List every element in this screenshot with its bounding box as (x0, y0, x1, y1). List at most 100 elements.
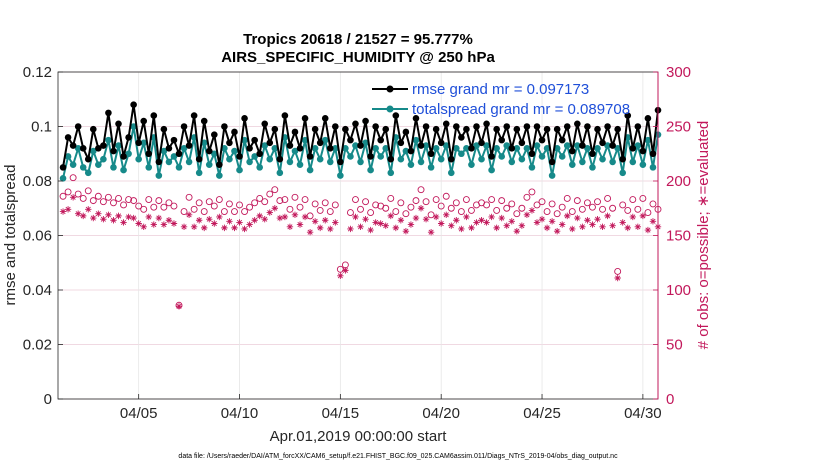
totalspread-point (473, 142, 480, 149)
rmse-point (619, 155, 627, 163)
rmse-point (115, 120, 122, 128)
rmse-point (548, 158, 556, 166)
obs-possible-point (589, 203, 596, 211)
y-axis-right-label: # of obs: o=possible; ∗=evaluated (695, 121, 712, 350)
obs-evaluated-point (498, 214, 505, 222)
rmse-point (604, 123, 611, 130)
obs-possible-point (498, 197, 506, 205)
obs-evaluated-point (518, 222, 526, 229)
rmse-point (281, 112, 289, 119)
obs-evaluated-point (488, 213, 495, 221)
rmse-point (528, 150, 536, 158)
y-right-tick-label: 300 (666, 64, 691, 81)
totalspread-point (533, 142, 541, 149)
data-file-footer: data file: /Users/raeder/DAI/ATM_forcXX/… (178, 453, 618, 460)
obs-possible-point (614, 268, 622, 275)
rmse-point (241, 115, 248, 122)
totalspread-point (337, 172, 344, 179)
totalspread-point (306, 166, 314, 174)
obs-evaluated-point (301, 213, 309, 221)
obs-evaluated-point (448, 222, 455, 229)
obs-possible-point (599, 205, 606, 213)
rmse-point (392, 112, 400, 119)
rmse-point (574, 120, 581, 128)
obs-possible-point (74, 190, 82, 198)
totalspread-point (362, 139, 369, 147)
obs-evaluated-point (80, 212, 87, 220)
obs-evaluated-series (59, 194, 662, 310)
obs-evaluated-point (211, 220, 218, 227)
rmse-point (599, 139, 606, 147)
rmse-point (538, 136, 546, 144)
rmse-point (493, 125, 500, 133)
obs-possible-point (508, 200, 516, 208)
rmse-point (311, 125, 319, 133)
rmse-point (422, 123, 430, 130)
rmse-point (175, 150, 183, 158)
rmse-point (332, 123, 339, 130)
obs-possible-point (367, 209, 375, 217)
rmse-point (357, 142, 364, 149)
chart-title-line2: AIRS_SPECIFIC_HUMIDITY @ 250 hPa (221, 49, 495, 66)
totalspread-point (332, 145, 339, 152)
obs-evaluated-point (483, 219, 490, 226)
obs-possible-point (558, 203, 566, 211)
y-right-tick-label: 0 (666, 391, 674, 408)
rmse-point (523, 123, 531, 130)
obs-possible-point (523, 193, 531, 201)
obs-evaluated-point (392, 224, 400, 232)
totalspread-point (170, 153, 178, 160)
obs-evaluated-point (195, 217, 203, 224)
rmse-point (145, 150, 153, 158)
obs-possible-point (352, 196, 359, 203)
obs-possible-point (644, 209, 652, 217)
obs-evaluated-point (190, 223, 198, 230)
rmse-point (568, 147, 576, 155)
rmse-point (251, 136, 258, 144)
obs-evaluated-point (372, 219, 379, 226)
obs-possible-point (231, 208, 238, 215)
totalspread-point (276, 169, 284, 177)
obs-evaluated-point (564, 212, 571, 220)
obs-evaluated-point (523, 211, 531, 218)
y-right-tick-label: 150 (666, 228, 691, 245)
obs-possible-point (311, 200, 319, 208)
obs-possible-point (110, 199, 117, 207)
rmse-point (337, 158, 344, 166)
obs-evaluated-point (473, 219, 480, 226)
y-right-tick-label: 250 (666, 119, 691, 136)
totalspread-point (291, 147, 299, 155)
rmse-point (362, 117, 369, 125)
obs-evaluated-point (427, 229, 435, 236)
rmse-point (125, 134, 132, 141)
obs-evaluated-point (180, 223, 188, 230)
totalspread-point (447, 169, 455, 177)
obs-evaluated-point (533, 219, 541, 226)
totalspread-point (316, 155, 324, 163)
rmse-point (639, 147, 647, 155)
obs-evaluated-point (286, 223, 294, 230)
totalspread-point (342, 145, 349, 152)
obs-possible-point (276, 197, 284, 205)
legend-rmse-label: rmse grand mr = 0.097173 (412, 81, 589, 98)
totalspread-point (105, 136, 112, 144)
rmse-point (468, 145, 475, 152)
rmse-point (412, 115, 420, 122)
rmse-point (321, 115, 329, 122)
totalspread-point (553, 145, 561, 152)
obs-evaluated-point (352, 213, 359, 221)
obs-evaluated-point (609, 222, 616, 229)
totalspread-point (100, 155, 107, 163)
obs-possible-point (145, 196, 153, 203)
rmse-point (609, 142, 616, 149)
obs-possible-point (518, 204, 526, 212)
totalspread-point (442, 142, 450, 149)
totalspread-point (548, 172, 556, 179)
rmse-point (402, 128, 410, 136)
totalspread-point (95, 161, 102, 168)
totalspread-point (155, 172, 163, 179)
obs-evaluated-point (377, 220, 384, 227)
obs-evaluated-point (579, 223, 586, 230)
rmse-series (59, 101, 662, 171)
obs-evaluated-point (614, 274, 621, 282)
